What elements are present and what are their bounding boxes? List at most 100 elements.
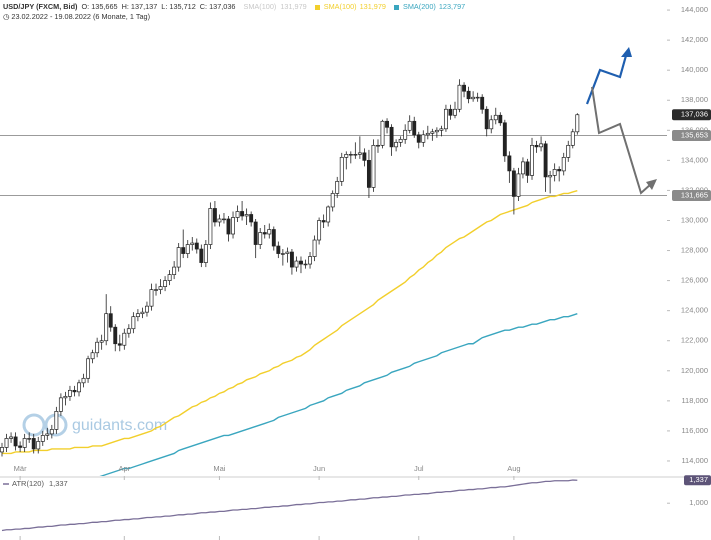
candle-body — [280, 253, 285, 255]
candle-body — [158, 286, 163, 290]
candle-body — [244, 214, 249, 217]
candle-body — [376, 144, 380, 147]
candle-body — [421, 134, 426, 143]
x-tick-label: Aug — [507, 464, 520, 473]
candle-body — [95, 341, 100, 354]
candle-body — [570, 131, 575, 146]
candle-body — [31, 438, 36, 450]
candle-body — [317, 220, 322, 241]
price-axis: 114,000 116,000 118,000 120,000 122,000 124,0… — [667, 5, 711, 465]
legend-swatch — [314, 4, 320, 10]
y-tick-label: 1,000 — [689, 498, 708, 507]
candle-body — [108, 313, 113, 328]
x-tick-label: Jul — [414, 464, 424, 473]
candle-body — [172, 266, 177, 275]
candle-body — [412, 120, 417, 136]
x-tick-label: Mai — [213, 464, 225, 473]
atr-badge-label: 1,337 — [689, 475, 708, 484]
ohlc-value: H: 137,137 — [121, 2, 158, 11]
candle-body — [117, 343, 122, 346]
candle-body — [339, 157, 344, 182]
ohlc-value: C: 137,036 — [199, 2, 236, 11]
x-tick-label: Mär — [14, 464, 27, 473]
header-line: USD/JPY (FXCM, Bid) O: 135,665 H: 137,137 L… — [3, 2, 477, 12]
candle-body — [498, 114, 503, 124]
candle-body — [104, 313, 109, 342]
x-tick-label: Jun — [313, 464, 325, 473]
candle-body — [462, 84, 467, 92]
candle-body — [154, 289, 158, 291]
candle-body — [163, 280, 168, 287]
candle-body — [81, 377, 86, 384]
y-tick-label: 138,000 — [681, 95, 708, 104]
candle-body — [516, 173, 521, 197]
candle-body — [484, 108, 489, 130]
legend: SMA(100) 131,979 SMA(200) 123,797 — [314, 2, 474, 11]
candle-body — [203, 244, 208, 263]
candle-body — [335, 181, 340, 194]
candle-body — [326, 206, 331, 223]
candle-body — [511, 170, 516, 197]
arrow-head — [646, 179, 657, 190]
atr-panel: 1,000 1,337 ATR(120) 1,337 — [1, 475, 711, 532]
candle-body — [385, 120, 390, 128]
candle-body — [308, 256, 312, 265]
candle-body — [443, 108, 448, 130]
legend-value: 131,979 — [359, 2, 386, 11]
candle-body — [86, 358, 91, 379]
scenario-arrow-up — [585, 51, 629, 105]
candle-body — [77, 382, 81, 393]
candle-body — [344, 154, 349, 158]
legend-value: 123,797 — [438, 2, 466, 11]
y-tick-label: 144,000 — [681, 5, 708, 14]
candle-body — [380, 120, 385, 146]
candle-body — [58, 397, 63, 412]
watermark: guidants.com — [72, 417, 167, 434]
hidden-indicator: SMA(100) 131,979 — [243, 2, 310, 11]
candle-body — [249, 214, 254, 223]
candle-body — [90, 352, 95, 360]
candle-body — [394, 141, 399, 148]
candle-body — [425, 132, 430, 136]
sma-line — [99, 313, 578, 476]
candle-body — [371, 144, 376, 188]
candle-body — [502, 122, 507, 157]
candle-body — [525, 161, 530, 176]
candle-body — [348, 154, 353, 156]
y-tick-label: 126,000 — [681, 276, 708, 285]
legend-name: SMA(100) — [323, 2, 357, 11]
ohlc-value: L: 135,712 — [161, 2, 196, 11]
candle-body — [471, 96, 476, 100]
candle-body — [167, 274, 172, 281]
candle-body — [262, 232, 267, 235]
candle-body — [434, 129, 439, 133]
candle-body — [362, 152, 367, 161]
candle-body — [285, 251, 290, 254]
candle-body — [45, 433, 50, 436]
y-tick-label: 120,000 — [681, 366, 708, 375]
candle-body — [99, 340, 104, 343]
candle-body — [575, 114, 580, 133]
candle-body — [54, 411, 59, 430]
candle-body — [539, 143, 544, 148]
candle-body — [135, 313, 140, 318]
sma-line — [2, 190, 578, 455]
candle-body — [480, 96, 485, 110]
header-line: ◷ 23.02.2022 - 19.08.2022 (6 Monate, 1 T… — [3, 12, 151, 21]
candle-body — [126, 328, 131, 334]
y-tick-label: 122,000 — [681, 336, 708, 345]
candle-body — [398, 138, 403, 143]
candle-body — [321, 220, 326, 223]
hidden-indicator-value: 131,979 — [280, 2, 307, 11]
candle-body — [548, 175, 553, 178]
level-badge — [672, 130, 711, 142]
candle-body — [9, 436, 14, 439]
candle-body — [416, 134, 421, 143]
atr-badge — [684, 475, 711, 486]
ohlc-value: O: 135,665 — [81, 2, 118, 11]
candle-body — [36, 441, 41, 450]
candle-body — [507, 155, 512, 172]
candle-body — [149, 289, 154, 307]
y-tick-label: 118,000 — [681, 396, 708, 405]
candle-body — [0, 447, 4, 453]
